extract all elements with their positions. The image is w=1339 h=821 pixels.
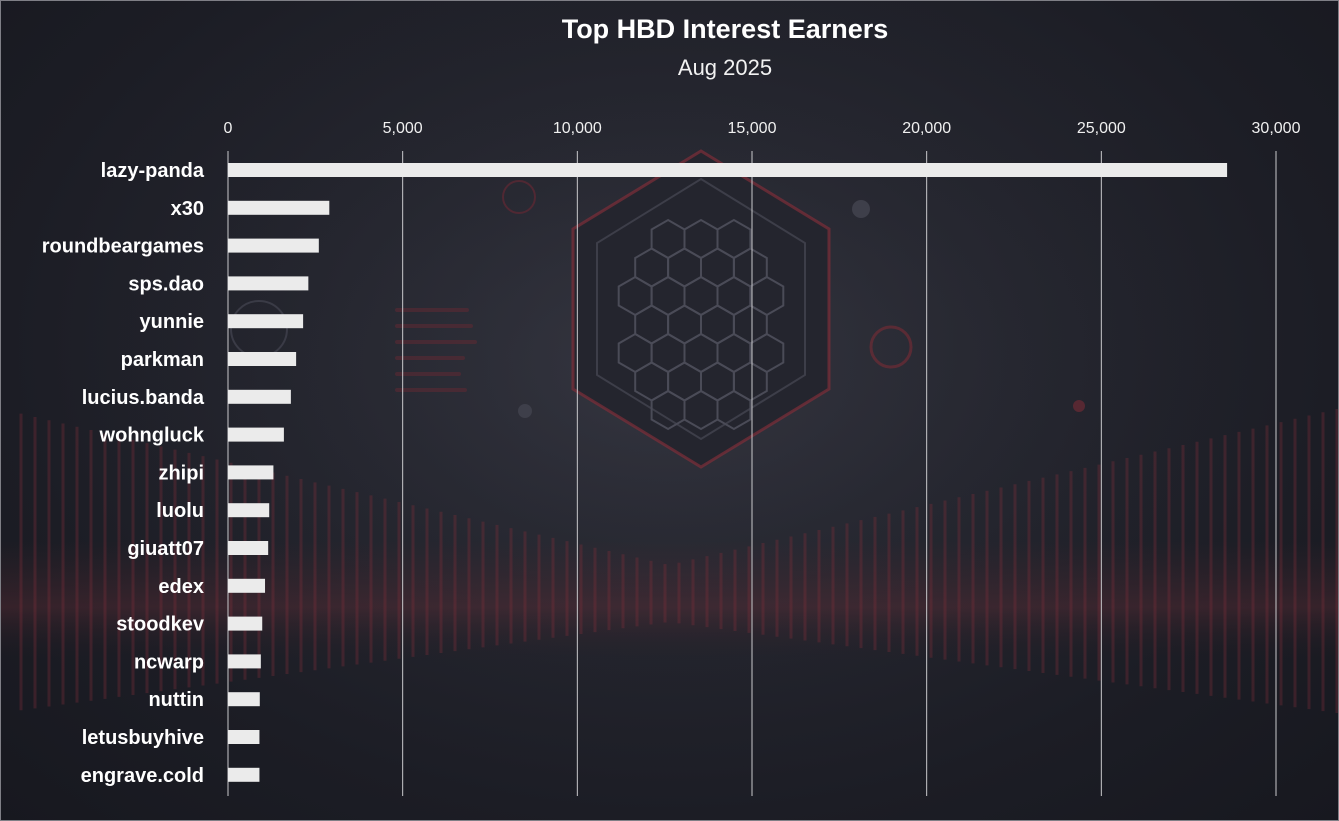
category-label: parkman <box>121 349 204 371</box>
x-tick-label: 30,000 <box>1252 120 1301 137</box>
gridlines <box>227 151 1277 796</box>
x-tick-label: 10,000 <box>553 120 602 137</box>
category-label: engrave.cold <box>81 765 204 787</box>
bar <box>228 276 309 291</box>
bar <box>228 616 263 631</box>
hexagon-emblem <box>571 149 831 469</box>
category-label: letusbuyhive <box>82 727 204 749</box>
bar <box>228 352 297 366</box>
category-label: yunnie <box>140 311 204 333</box>
bar <box>228 541 269 555</box>
bar <box>228 314 304 329</box>
category-labels: lazy-panda x30 roundbeargames sps.dao yunnie… <box>42 160 205 787</box>
x-tick-label: 5,000 <box>383 120 423 137</box>
category-label: giuatt07 <box>127 538 204 560</box>
category-label: sps.dao <box>128 273 204 295</box>
bar <box>228 427 284 442</box>
category-label: ncwarp <box>134 651 204 673</box>
category-label: x30 <box>171 198 204 220</box>
bar <box>228 767 260 782</box>
category-label: roundbeargames <box>42 236 204 258</box>
bar <box>228 465 274 480</box>
category-label: nuttin <box>148 689 204 711</box>
bar <box>228 654 261 669</box>
category-label: lazy-panda <box>101 160 205 182</box>
category-label: zhipi <box>158 462 204 484</box>
x-tick-label: 25,000 <box>1077 120 1126 137</box>
bar <box>228 200 330 215</box>
bars <box>228 163 1228 782</box>
category-label: luolu <box>156 500 204 522</box>
chart-title: Top HBD Interest Earners <box>562 14 889 44</box>
bar <box>228 578 266 593</box>
category-label: lucius.banda <box>82 387 205 409</box>
bar <box>228 503 270 518</box>
category-label: edex <box>158 576 204 598</box>
category-label: stoodkev <box>116 614 205 636</box>
x-tick-label: 15,000 <box>728 120 777 137</box>
bar <box>228 238 319 253</box>
category-label: wohngluck <box>99 425 205 447</box>
x-tick-label: 0 <box>224 120 233 137</box>
bar <box>228 692 260 707</box>
bar <box>228 730 260 744</box>
bar <box>228 163 1228 177</box>
x-axis-ticks: 0 5,000 10,000 15,000 20,000 25,000 30,000 <box>224 120 1301 137</box>
bar <box>228 389 291 404</box>
x-tick-label: 20,000 <box>902 120 951 137</box>
chart-subtitle: Aug 2025 <box>678 55 772 80</box>
